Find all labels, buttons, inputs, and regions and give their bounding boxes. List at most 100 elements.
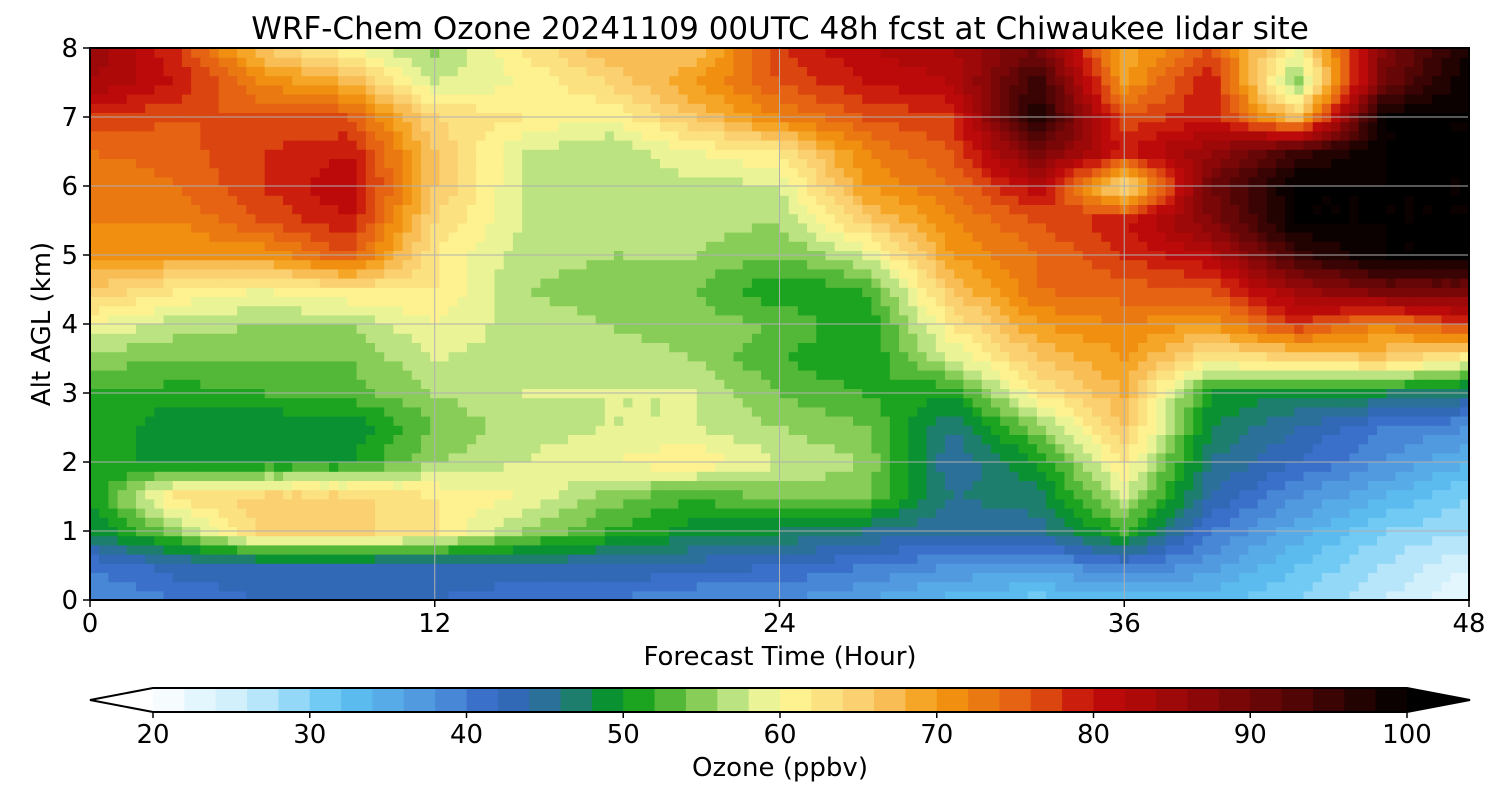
contour-cell [1285,397,1295,408]
contour-cell [972,416,983,426]
contour-cell [301,351,312,362]
contour-cell [715,425,725,435]
contour-cell [273,425,284,435]
contour-cell [1459,471,1470,481]
contour-cell [871,360,882,371]
contour-cell [614,434,624,445]
contour-cell [972,333,983,343]
contour-cell [1432,535,1443,546]
contour-cell [1018,462,1029,472]
contour-cell [494,498,505,509]
contour-cell [1027,370,1038,380]
contour-cell [770,406,781,417]
contour-cell [1082,452,1093,463]
contour-cell [218,425,229,435]
contour-cell [797,480,808,491]
contour-cell [1064,517,1075,527]
contour-cell [623,452,633,463]
contour-cell [908,572,918,583]
contour-cell [154,379,165,389]
contour-cell [163,489,174,500]
contour-cell [1082,406,1093,417]
contour-cell [1184,370,1194,380]
contour-cell [448,590,459,601]
contour-cell [1441,379,1452,389]
contour-cell [981,554,992,564]
contour-cell [871,425,882,435]
contour-cell [1174,563,1185,573]
contour-cell [1386,406,1397,417]
contour-cell [1441,342,1452,353]
contour-cell [476,351,486,362]
contour-cell [466,370,477,380]
contour-cell [1018,480,1029,491]
contour-cell [448,563,459,573]
contour-cell [558,517,569,527]
contour-cell [1386,462,1397,472]
contour-cell [788,462,799,472]
contour-cell [227,416,238,426]
contour-cell [172,535,183,546]
contour-cell [687,535,698,546]
contour-cell [825,333,836,343]
contour-cell [1073,416,1084,426]
contour-cell [1211,471,1222,481]
contour-cell [1285,379,1295,389]
contour-cell [586,324,597,334]
contour-cell [1331,324,1341,334]
contour-cell [926,489,937,500]
contour-cell [1275,434,1286,445]
contour-cell [816,397,827,408]
contour-cell [614,554,624,564]
contour-cell [402,370,413,380]
contour-cell [944,581,955,592]
contour-cell [393,462,404,472]
contour-cell [237,416,247,426]
contour-cell [1009,360,1020,371]
contour-cell [135,342,146,353]
contour-cell [1165,581,1176,592]
contour-cell [1275,360,1286,371]
contour-cell [402,305,413,316]
contour-cell [917,333,928,343]
contour-cell [283,425,293,435]
contour-cell [301,370,312,380]
contour-cell [1248,517,1259,527]
contour-cell [1459,296,1470,307]
contour-cell [926,563,937,573]
contour-cell [145,287,155,297]
contour-cell [1321,397,1332,408]
contour-cell [457,572,468,583]
contour-cell [917,517,928,527]
contour-cell [457,360,468,371]
contour-cell [117,508,128,518]
contour-cell [1275,324,1286,334]
contour-cell [1266,581,1277,592]
contour-cell [1147,581,1158,592]
contour-cell [568,498,578,509]
contour-cell [1147,508,1158,518]
contour-cell [384,360,394,371]
contour-cell [908,360,918,371]
contour-cell [163,471,174,481]
contour-cell [522,471,532,481]
contour-cell [1156,452,1167,463]
contour-cell [163,324,174,334]
contour-cell [816,379,827,389]
contour-cell [163,360,174,371]
contour-cell [990,535,1001,546]
contour-cell [99,462,109,472]
contour-cell [1101,572,1112,583]
contour-cell [880,397,891,408]
contour-cell [1147,324,1158,334]
contour-cell [540,305,551,316]
contour-cell [990,425,1001,435]
contour-cell [347,462,358,472]
contour-cell [126,305,137,316]
contour-cell [522,287,532,297]
contour-cell [374,480,385,491]
contour-cell [641,480,652,491]
contour-cell [292,379,303,389]
contour-cell [1312,305,1323,316]
contour-cell [733,508,744,518]
